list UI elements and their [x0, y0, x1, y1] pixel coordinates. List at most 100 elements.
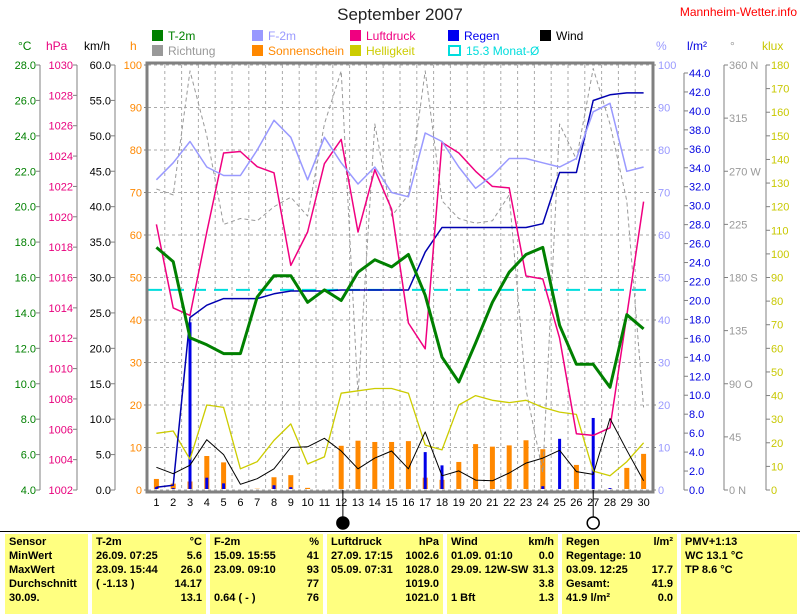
day-label: 28	[604, 497, 616, 509]
row-label: Sensor	[9, 536, 84, 550]
max-cell-label: 23.09. 09:10	[214, 564, 276, 576]
axis-tick-label: 1006	[49, 424, 73, 436]
axis-tick-label: 150	[771, 131, 789, 143]
current-cell-value: 0.0	[658, 592, 673, 604]
axis-tick-label: 2.0	[689, 466, 704, 478]
axis-tick-label: 24.0	[689, 258, 710, 270]
day-label: 4	[204, 497, 210, 509]
col-header-label: Wind	[451, 536, 478, 548]
axis-unit-label: klux	[762, 39, 783, 53]
regen-bar	[609, 488, 612, 489]
avg-cell-value: 3.8	[539, 578, 554, 590]
axis-tick-label: 70	[771, 320, 783, 332]
weather-chart: 28.026.024.022.020.018.016.014.012.010.0…	[0, 0, 800, 531]
day-label: 19	[453, 497, 465, 509]
sonnenschein-bar	[372, 442, 377, 489]
day-label: 13	[352, 497, 364, 509]
axis-tick-label: 0	[771, 485, 777, 497]
col-header-label: F-2m	[214, 536, 240, 548]
current-cell: 1021.0	[331, 592, 439, 606]
sonnenschein-bar	[288, 475, 293, 489]
avg-cell-value: 77	[307, 578, 319, 590]
axis-unit-label: °C	[18, 39, 32, 53]
day-label: 8	[271, 497, 277, 509]
axis-tick-label: 16.0	[15, 273, 36, 285]
min-cell-value: 5.6	[187, 550, 202, 562]
axis-tick-label: 360 N	[729, 60, 758, 72]
axis-tick-label: 80	[771, 296, 783, 308]
avg-cell-value: 1019.0	[405, 578, 439, 590]
axis-tick-label: 1002	[49, 485, 73, 497]
min-cell-value: 41	[307, 550, 319, 562]
axis-tick-label: 28.0	[689, 220, 710, 232]
axis-tick-label: 25.0	[90, 308, 111, 320]
axis-tick-label: 16.0	[689, 333, 710, 345]
min-cell-label: Regentage: 10	[566, 550, 641, 562]
weather-dashboard: { "header": { "title": "September 2007",…	[0, 0, 800, 601]
col-header: T-2m°C	[96, 536, 202, 550]
day-label: 22	[503, 497, 515, 509]
day-label: 17	[419, 497, 431, 509]
avg-cell	[685, 578, 793, 592]
sonnenschein-bar	[507, 445, 512, 489]
axis-tick-label: 20	[130, 400, 142, 412]
regen-bar	[222, 483, 225, 489]
axis-unit-label: °	[730, 39, 735, 53]
axis-tick-label: 0.0	[689, 485, 704, 497]
avg-cell-value: 14.17	[174, 578, 202, 590]
avg-cell-value: 41.9	[652, 578, 673, 590]
axis-tick-label: 10.0	[90, 414, 111, 426]
axis-tick-label: 60	[130, 230, 142, 242]
axis-tick-label: 22.0	[689, 277, 710, 289]
avg-cell-label: Gesamt:	[566, 578, 610, 590]
axis-tick-label: 10	[771, 461, 783, 473]
min-cell-value: 1002.6	[405, 550, 439, 562]
axis-tick-label: 20.0	[689, 295, 710, 307]
sonnenschein-bar	[574, 465, 579, 489]
day-label: 5	[221, 497, 227, 509]
axis-tick-label: 10	[658, 443, 670, 455]
col-header-value: l/m²	[653, 536, 673, 548]
day-label: 1	[153, 497, 159, 509]
axis-tick-label: 28.0	[15, 60, 36, 72]
axis-tick-label: 0	[658, 485, 664, 497]
axis-tick-label: 170	[771, 84, 789, 96]
axis-tick-label: 8.0	[21, 414, 36, 426]
day-label: 15	[385, 497, 397, 509]
axis-tick-label: 30	[658, 358, 670, 370]
day-label: 11	[319, 497, 330, 509]
min-cell-label: 27.09. 17:15	[331, 550, 393, 562]
axis-tick-label: 44.0	[689, 68, 710, 80]
sonnenschein-bar	[641, 454, 646, 489]
max-cell-value: 93	[307, 564, 319, 576]
axis-tick-label: 270 W	[729, 166, 761, 178]
avg-cell: ( -1.13 )14.17	[96, 578, 202, 592]
axis-tick-label: 160	[771, 107, 789, 119]
axis-tick-label: 32.0	[689, 182, 710, 194]
axis-tick-label: 50	[130, 273, 142, 285]
axis-tick-label: 40	[130, 315, 142, 327]
current-cell-label: 1 Bft	[451, 592, 475, 604]
regen-bar	[558, 439, 561, 489]
col-header-label: PMV+1:13	[685, 536, 737, 548]
axis-tick-label: 6.0	[689, 428, 704, 440]
current-cell-value: 13.1	[181, 592, 202, 604]
current-cell	[685, 592, 793, 606]
day-label: 24	[537, 497, 549, 509]
axis-tick-label: 18.0	[15, 237, 36, 249]
day-label: 10	[301, 497, 313, 509]
sonnenschein-bar	[456, 462, 461, 489]
axis-tick-label: 0 N	[729, 485, 746, 497]
axis-tick-label: 20	[658, 400, 670, 412]
axis-tick-label: 30	[130, 358, 142, 370]
min-cell-value: 0.0	[539, 550, 554, 562]
